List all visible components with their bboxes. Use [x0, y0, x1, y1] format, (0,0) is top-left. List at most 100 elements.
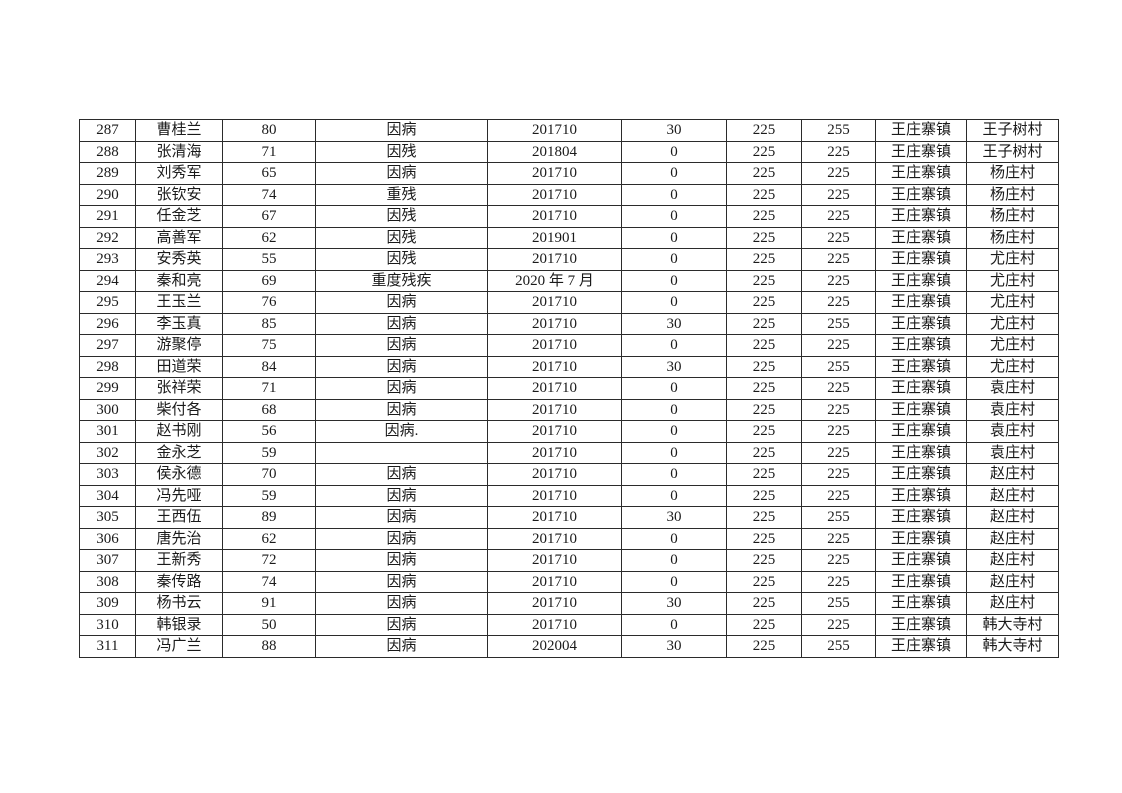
cell-age: 71: [222, 140, 316, 163]
table-row: 294 秦和亮 69 重度残疾 2020 年 7 月 0 225 225 王庄寨镇 尤庄村: [79, 269, 1059, 292]
cell-name: 游聚停: [135, 334, 223, 357]
table-row: 290 张钦安 74 重残 201710 0 225 225 王庄寨镇 杨庄村: [79, 183, 1059, 206]
cell-name: 张祥荣: [135, 377, 223, 400]
table-container: 287 曹桂兰 80 因病 201710 30 225 255 王庄寨镇 王子树村 288 张清海 71…: [79, 119, 1059, 658]
cell-town: 王庄寨镇: [875, 312, 967, 335]
cell-town: 王庄寨镇: [875, 613, 967, 636]
table-row: 308 秦传路 74 因病 201710 0 225 225 王庄寨镇 赵庄村: [79, 570, 1059, 593]
cell-no: 308: [79, 570, 136, 593]
cell-base: 225: [726, 312, 802, 335]
cell-date: 201710: [487, 527, 622, 550]
cell-name: 安秀英: [135, 248, 223, 271]
table-row: 307 王新秀 72 因病 201710 0 225 225 王庄寨镇 赵庄村: [79, 549, 1059, 572]
table-row: 291 任金芝 67 因残 201710 0 225 225 王庄寨镇 杨庄村: [79, 205, 1059, 228]
benefits-table: 287 曹桂兰 80 因病 201710 30 225 255 王庄寨镇 王子树村 288 张清海 71…: [79, 119, 1059, 658]
cell-no: 299: [79, 377, 136, 400]
cell-total: 255: [801, 506, 876, 529]
cell-total: 225: [801, 420, 876, 443]
cell-town: 王庄寨镇: [875, 527, 967, 550]
cell-date: 201710: [487, 162, 622, 185]
cell-age: 72: [222, 549, 316, 572]
cell-village: 韩大寺村: [966, 635, 1059, 658]
cell-base: 225: [726, 441, 802, 464]
cell-total: 225: [801, 183, 876, 206]
cell-amount: 0: [621, 377, 727, 400]
cell-date: 201710: [487, 205, 622, 228]
cell-town: 王庄寨镇: [875, 334, 967, 357]
table-row: 310 韩银录 50 因病 201710 0 225 225 王庄寨镇 韩大寺村: [79, 613, 1059, 636]
cell-total: 225: [801, 140, 876, 163]
cell-no: 302: [79, 441, 136, 464]
cell-reason: 因病: [315, 312, 488, 335]
cell-amount: 30: [621, 119, 727, 142]
cell-date: 201710: [487, 291, 622, 314]
cell-age: 74: [222, 570, 316, 593]
cell-date: 201710: [487, 398, 622, 421]
cell-village: 尤庄村: [966, 312, 1059, 335]
cell-town: 王庄寨镇: [875, 269, 967, 292]
cell-reason: 因病: [315, 398, 488, 421]
cell-date: 201710: [487, 441, 622, 464]
cell-amount: 30: [621, 635, 727, 658]
cell-town: 王庄寨镇: [875, 549, 967, 572]
cell-reason: 因病: [315, 463, 488, 486]
cell-base: 225: [726, 592, 802, 615]
cell-total: 225: [801, 205, 876, 228]
cell-age: 59: [222, 441, 316, 464]
cell-no: 305: [79, 506, 136, 529]
table-row: 311 冯广兰 88 因病 202004 30 225 255 王庄寨镇 韩大寺村: [79, 635, 1059, 658]
cell-name: 秦和亮: [135, 269, 223, 292]
cell-age: 75: [222, 334, 316, 357]
cell-town: 王庄寨镇: [875, 635, 967, 658]
cell-reason: 因病.: [315, 420, 488, 443]
cell-age: 71: [222, 377, 316, 400]
cell-total: 255: [801, 635, 876, 658]
cell-name: 张清海: [135, 140, 223, 163]
cell-no: 307: [79, 549, 136, 572]
cell-reason: 因病: [315, 334, 488, 357]
cell-village: 韩大寺村: [966, 613, 1059, 636]
cell-base: 225: [726, 484, 802, 507]
cell-reason: 因病: [315, 291, 488, 314]
cell-amount: 0: [621, 140, 727, 163]
cell-name: 李玉真: [135, 312, 223, 335]
cell-amount: 0: [621, 334, 727, 357]
cell-age: 76: [222, 291, 316, 314]
cell-amount: 0: [621, 398, 727, 421]
cell-base: 225: [726, 613, 802, 636]
cell-reason: 因病: [315, 162, 488, 185]
cell-town: 王庄寨镇: [875, 119, 967, 142]
cell-base: 225: [726, 506, 802, 529]
cell-name: 曹桂兰: [135, 119, 223, 142]
cell-town: 王庄寨镇: [875, 248, 967, 271]
cell-date: 201710: [487, 613, 622, 636]
cell-base: 225: [726, 248, 802, 271]
cell-village: 赵庄村: [966, 527, 1059, 550]
table-row: 295 王玉兰 76 因病 201710 0 225 225 王庄寨镇 尤庄村: [79, 291, 1059, 314]
cell-total: 225: [801, 549, 876, 572]
cell-date: 201710: [487, 592, 622, 615]
cell-date: 201710: [487, 312, 622, 335]
cell-reason: 因病: [315, 613, 488, 636]
table-row: 309 杨书云 91 因病 201710 30 225 255 王庄寨镇 赵庄村: [79, 592, 1059, 615]
cell-total: 255: [801, 355, 876, 378]
cell-date: 201710: [487, 377, 622, 400]
cell-total: 225: [801, 463, 876, 486]
cell-base: 225: [726, 205, 802, 228]
cell-base: 225: [726, 463, 802, 486]
cell-name: 王玉兰: [135, 291, 223, 314]
cell-town: 王庄寨镇: [875, 420, 967, 443]
cell-no: 297: [79, 334, 136, 357]
cell-reason: 因病: [315, 506, 488, 529]
table-row: 302 金永芝 59 201710 0 225 225 王庄寨镇 袁庄村: [79, 441, 1059, 464]
cell-base: 225: [726, 420, 802, 443]
cell-village: 尤庄村: [966, 248, 1059, 271]
cell-date: 201710: [487, 463, 622, 486]
cell-reason: 因病: [315, 119, 488, 142]
cell-base: 225: [726, 119, 802, 142]
cell-total: 225: [801, 441, 876, 464]
cell-village: 赵庄村: [966, 549, 1059, 572]
cell-town: 王庄寨镇: [875, 441, 967, 464]
cell-reason: 因病: [315, 635, 488, 658]
cell-name: 刘秀军: [135, 162, 223, 185]
